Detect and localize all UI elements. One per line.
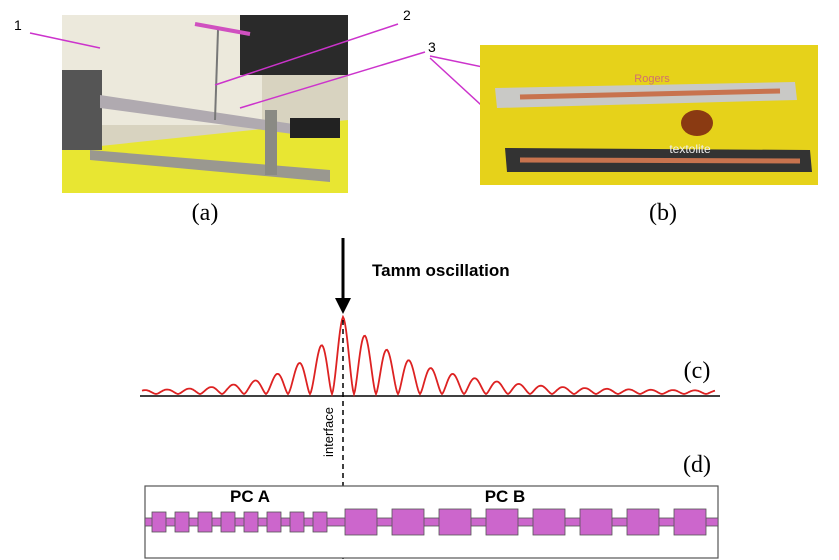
- region-label: PC A: [230, 487, 270, 506]
- strip-segment: [533, 509, 565, 535]
- panel-label: (d): [683, 452, 711, 478]
- strip-segment: [486, 509, 518, 535]
- strip-segment: [345, 509, 377, 535]
- figure: (a) 1 2 3 Rogers textolite (b) Tamm osci…: [0, 0, 839, 560]
- panel-label: (b): [649, 200, 677, 226]
- strip-segment: [439, 509, 471, 535]
- signal-curve: [142, 317, 715, 394]
- arrowhead: [335, 298, 351, 314]
- strip-segment: [221, 512, 235, 532]
- strip-segment: [392, 509, 424, 535]
- strip-segment: [175, 512, 189, 532]
- board-label: textolite: [669, 142, 711, 156]
- callout: 3: [428, 39, 436, 55]
- strip-segment: [313, 512, 327, 532]
- strip-segment: [290, 512, 304, 532]
- strip-segment: [580, 509, 612, 535]
- strip-segment: [267, 512, 281, 532]
- interface-label: interface: [321, 407, 336, 457]
- annotation: Tamm oscillation: [372, 261, 510, 280]
- strip-segment: [627, 509, 659, 535]
- strip-segment: [198, 512, 212, 532]
- region-label: PC B: [485, 487, 526, 506]
- callout: 1: [14, 17, 22, 33]
- panel-label: (a): [192, 200, 219, 226]
- board-label: Rogers: [634, 73, 670, 85]
- strip-segment: [244, 512, 258, 532]
- strip-segment: [152, 512, 166, 532]
- panel-label: (c): [684, 358, 711, 384]
- photo-a: [62, 15, 348, 193]
- strip-segment: [674, 509, 706, 535]
- photo-b: [480, 45, 818, 185]
- callout: 2: [403, 7, 411, 23]
